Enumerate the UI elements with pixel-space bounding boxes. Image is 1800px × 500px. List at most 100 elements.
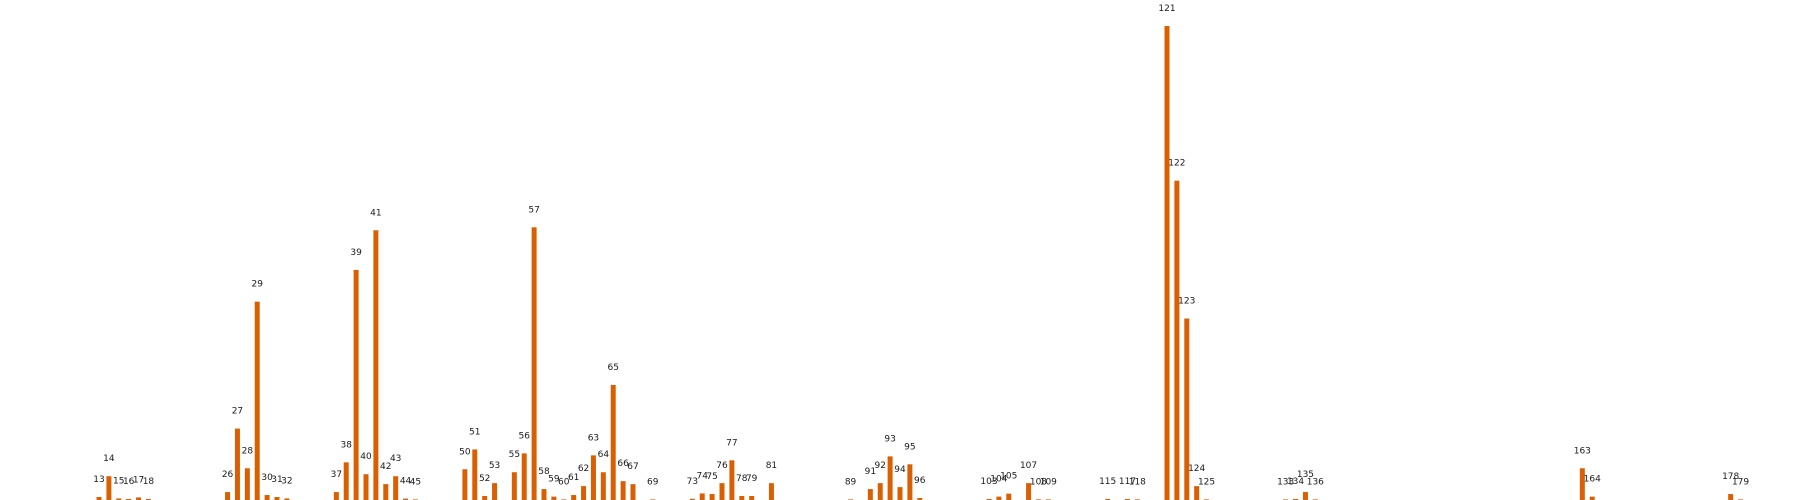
bar-124 xyxy=(1194,486,1200,500)
bar-14 xyxy=(106,476,112,500)
bar-label-39: 39 xyxy=(350,248,362,258)
bar-label-117: 117 xyxy=(1119,477,1136,487)
bar-label-115: 115 xyxy=(1099,477,1116,487)
bar-66 xyxy=(620,481,626,500)
bar-label-50: 50 xyxy=(459,447,471,457)
bar-label-14: 14 xyxy=(103,454,115,464)
bar-label-94: 94 xyxy=(894,465,906,475)
bar-label-51: 51 xyxy=(469,427,480,437)
bar-label-105: 105 xyxy=(1000,472,1017,482)
bar-95 xyxy=(907,464,913,500)
bar-96 xyxy=(917,498,923,500)
bar-92 xyxy=(877,483,883,500)
bar-label-73: 73 xyxy=(687,477,698,487)
bar-164 xyxy=(1589,496,1595,500)
bar-123 xyxy=(1184,318,1190,500)
bar-label-43: 43 xyxy=(390,454,401,464)
bar-63 xyxy=(590,455,596,500)
bar-label-95: 95 xyxy=(904,442,915,452)
bar-label-65: 65 xyxy=(607,363,618,373)
bar-163 xyxy=(1579,468,1585,500)
bar-label-56: 56 xyxy=(518,431,530,441)
bar-28 xyxy=(244,468,250,500)
bar-label-134: 134 xyxy=(1287,477,1304,487)
bar-label-75: 75 xyxy=(706,472,717,482)
bar-label-107: 107 xyxy=(1020,461,1037,471)
bar-121 xyxy=(1164,25,1170,500)
bar-label-37: 37 xyxy=(331,470,342,480)
bar-38 xyxy=(343,462,349,500)
bar-104 xyxy=(996,496,1002,500)
bar-31 xyxy=(274,497,280,500)
bar-label-66: 66 xyxy=(617,459,629,469)
bar-label-123: 123 xyxy=(1178,297,1195,307)
bar-label-89: 89 xyxy=(845,477,857,487)
bar-label-40: 40 xyxy=(360,452,372,462)
bar-50 xyxy=(462,469,468,500)
bar-76 xyxy=(719,483,725,500)
bar-label-31: 31 xyxy=(271,475,282,485)
bar-label-32: 32 xyxy=(281,476,292,486)
bar-label-109: 109 xyxy=(1040,477,1057,487)
bar-label-45: 45 xyxy=(410,477,421,487)
bar-label-164: 164 xyxy=(1584,475,1601,485)
bar-label-30: 30 xyxy=(261,473,273,483)
bar-105 xyxy=(1006,493,1012,500)
bar-44 xyxy=(403,498,409,500)
bar-label-133: 133 xyxy=(1277,477,1294,487)
bar-43 xyxy=(393,476,399,500)
bar-label-53: 53 xyxy=(489,461,500,471)
bar-label-163: 163 xyxy=(1574,446,1591,456)
bar-label-28: 28 xyxy=(242,446,254,456)
bar-label-62: 62 xyxy=(578,464,589,474)
bar-93 xyxy=(887,456,893,500)
bar-42 xyxy=(383,484,389,500)
bar-55 xyxy=(511,472,517,500)
bar-label-103: 103 xyxy=(980,477,997,487)
bar-label-92: 92 xyxy=(874,461,885,471)
bar-107 xyxy=(1026,483,1032,500)
bar-51 xyxy=(472,449,478,500)
bar-13 xyxy=(96,497,102,500)
bar-label-55: 55 xyxy=(509,450,520,460)
bar-label-44: 44 xyxy=(400,477,412,487)
bar-91 xyxy=(867,489,873,500)
bar-75 xyxy=(709,494,715,500)
bar-label-91: 91 xyxy=(865,467,876,477)
bar-label-179: 179 xyxy=(1732,477,1749,487)
bar-74 xyxy=(699,493,705,500)
bar-37 xyxy=(333,492,339,500)
bar-label-29: 29 xyxy=(251,280,263,290)
bar-61 xyxy=(571,495,577,500)
bar-73 xyxy=(689,498,695,500)
bar-label-61: 61 xyxy=(568,473,579,483)
bar-53 xyxy=(492,483,498,500)
bar-label-96: 96 xyxy=(914,476,926,486)
bar-32 xyxy=(284,498,290,500)
bar-label-124: 124 xyxy=(1188,464,1205,474)
bar-label-26: 26 xyxy=(222,470,234,480)
bar-57 xyxy=(531,227,537,500)
bar-label-67: 67 xyxy=(627,462,638,472)
bar-label-38: 38 xyxy=(340,440,352,450)
bar-label-108: 108 xyxy=(1030,477,1047,487)
bar-27 xyxy=(234,428,240,500)
bar-label-125: 125 xyxy=(1198,477,1215,487)
bar-label-60: 60 xyxy=(558,477,570,487)
bar-label-41: 41 xyxy=(370,208,381,218)
bar-label-18: 18 xyxy=(143,477,155,487)
bar-label-13: 13 xyxy=(93,475,104,485)
bar-64 xyxy=(600,472,606,500)
bar-67 xyxy=(630,484,636,500)
bar-label-16: 16 xyxy=(123,477,135,487)
bar-56 xyxy=(521,453,527,500)
bar-59 xyxy=(551,496,557,500)
bar-39 xyxy=(353,269,359,500)
bar-label-135: 135 xyxy=(1297,470,1314,480)
bar-label-93: 93 xyxy=(884,434,895,444)
bar-26 xyxy=(225,492,231,500)
bar-label-63: 63 xyxy=(588,433,599,443)
bar-label-77: 77 xyxy=(726,438,737,448)
